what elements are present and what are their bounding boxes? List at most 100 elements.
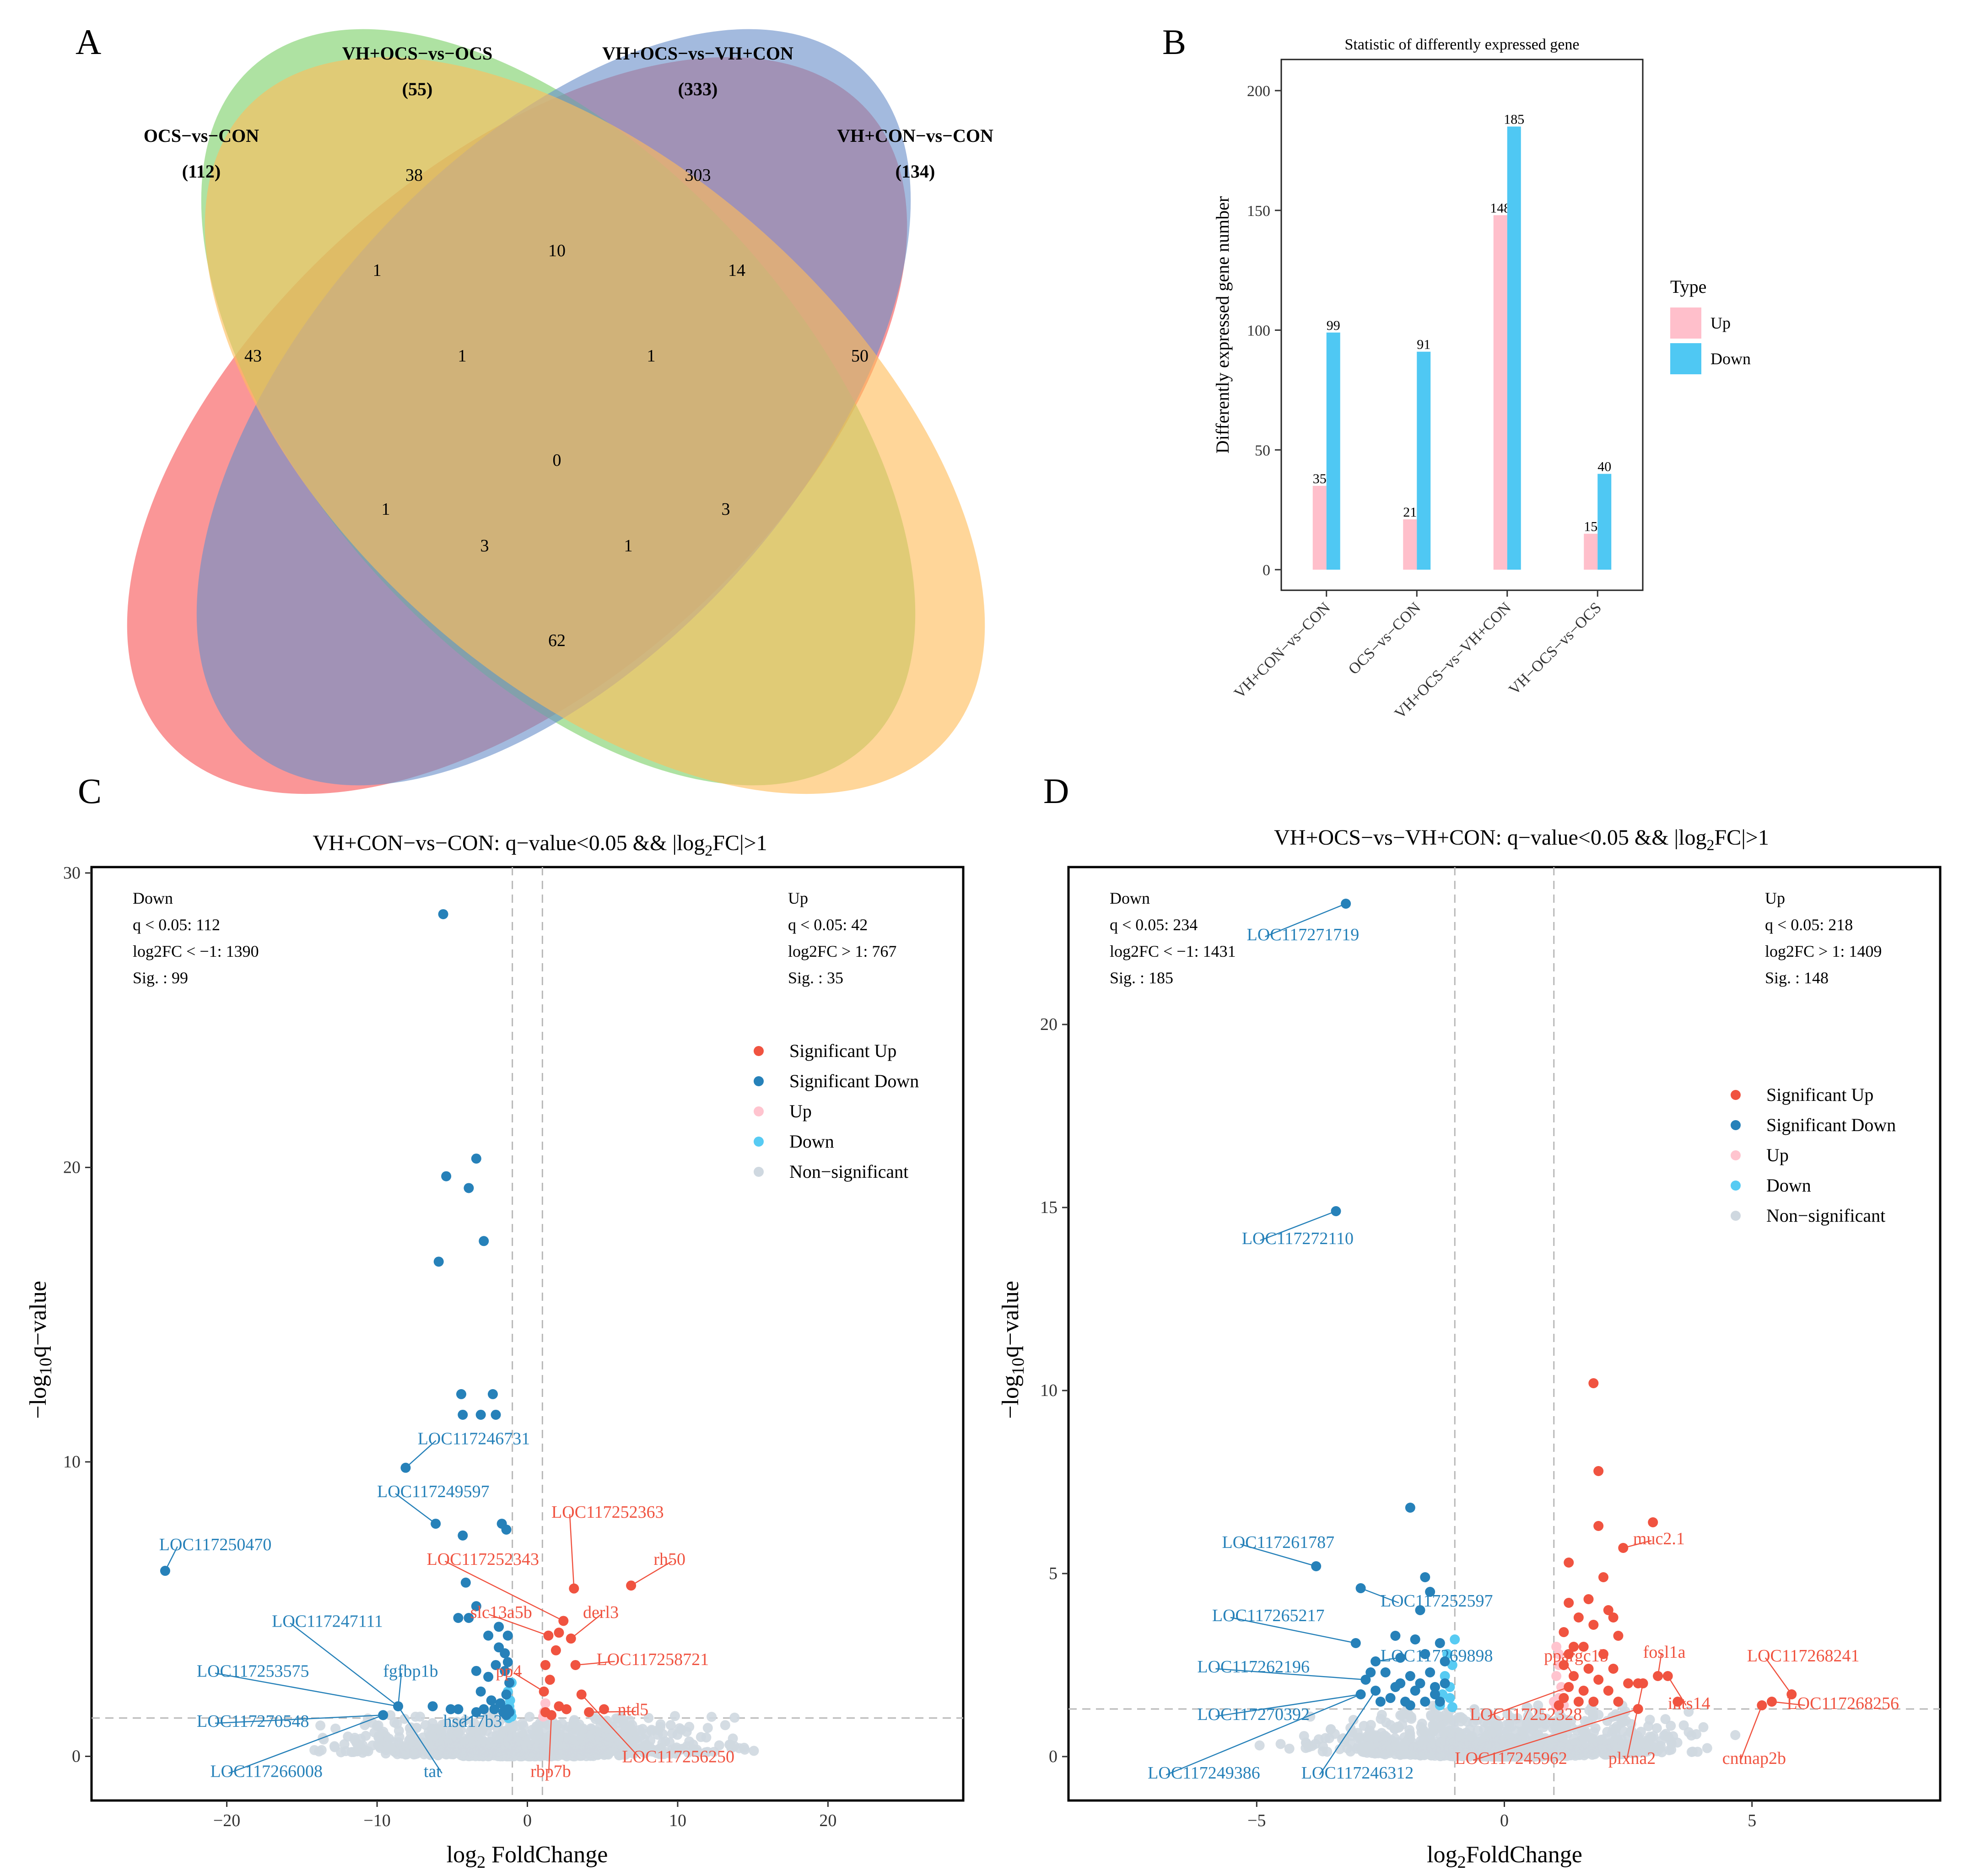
gene-label: cntnap2b <box>1722 1749 1786 1768</box>
venn-set-title-1: OCS−vs−CON <box>144 125 259 146</box>
point-significant-up <box>1564 1598 1574 1608</box>
venn-region-count: 14 <box>728 261 745 280</box>
bar-legend-up-label: Up <box>1710 314 1731 332</box>
point-non-significant <box>1541 1714 1552 1724</box>
gene-label: muc2.1 <box>1633 1529 1685 1548</box>
point-non-significant <box>628 1748 639 1759</box>
point-significant-down <box>475 1686 486 1697</box>
point-non-significant <box>676 1725 686 1735</box>
point-non-significant <box>739 1744 750 1755</box>
point-significant-down <box>1430 1682 1440 1692</box>
legend-dot-nonsig <box>1731 1211 1741 1221</box>
point-non-significant <box>1651 1723 1662 1733</box>
bar-y-tick-label: 50 <box>1255 442 1270 459</box>
venn-set-count-1: (112) <box>182 161 221 182</box>
volcano-c-legend: Significant Up Significant Down Up Down … <box>754 1040 919 1182</box>
stats-line: Up <box>788 889 808 907</box>
point-significant-down <box>483 1630 494 1641</box>
point-non-significant <box>605 1747 616 1757</box>
point-non-significant <box>613 1725 623 1736</box>
point-significant-up <box>1648 1517 1658 1527</box>
point-non-significant <box>665 1720 676 1730</box>
point-significant-down <box>445 1704 456 1714</box>
point-non-significant <box>546 1736 556 1747</box>
gene-label-leader-line <box>1667 1676 1687 1706</box>
venn-region-count: 3 <box>722 500 730 519</box>
point-significant-down <box>491 1660 501 1670</box>
volcano-d-ylabel-suffix: q−value <box>998 1281 1024 1358</box>
venn-set-title-2: VH+OCS−vs−OCS <box>342 43 492 64</box>
gene-label-leader-line <box>1657 1654 1662 1677</box>
venn-region-count: 303 <box>685 166 711 185</box>
point-non-significant <box>1503 1752 1514 1762</box>
point-non-significant <box>495 1751 506 1762</box>
point-significant-down <box>1415 1605 1425 1615</box>
gene-label: LOC117250470 <box>159 1535 272 1554</box>
point-non-significant <box>1457 1742 1467 1753</box>
point-significant-down <box>1440 1656 1450 1666</box>
point-significant-up <box>1569 1642 1579 1652</box>
bar-down <box>1507 126 1521 570</box>
point-significant-down <box>1405 1700 1415 1710</box>
point-significant-up <box>554 1701 564 1712</box>
x-tick-label: −20 <box>213 1811 240 1830</box>
legend-dot-up <box>1731 1150 1741 1160</box>
gene-label: ntd5 <box>618 1700 649 1719</box>
point-non-significant <box>1611 1721 1622 1732</box>
volcano-d-ylabel-sub: 10 <box>1009 1358 1028 1375</box>
point-non-significant <box>1508 1735 1519 1745</box>
venn-set-titles: OCS−vs−CON (112) VH+OCS−vs−OCS (55) VH+O… <box>144 43 993 182</box>
point-significant-up <box>1593 1466 1604 1476</box>
gene-label-leader-line <box>570 1614 602 1639</box>
bar-panel: B Statistic of differently expressed gen… <box>1162 22 1751 722</box>
point-significant-down <box>1410 1634 1420 1644</box>
point-non-significant <box>478 1735 488 1746</box>
gene-label-leader-line <box>1215 1693 1361 1717</box>
point-up <box>1556 1682 1566 1692</box>
bar-legend-title: Type <box>1670 276 1706 297</box>
point-non-significant <box>1381 1717 1392 1728</box>
point-up <box>1551 1642 1562 1652</box>
point-significant-down <box>504 1677 515 1688</box>
point-significant-down <box>471 1707 481 1717</box>
point-non-significant <box>410 1742 420 1752</box>
point-non-significant <box>660 1736 670 1747</box>
stats-line: q < 0.05: 218 <box>1765 916 1853 934</box>
stats-line: log2FC < −1: 1431 <box>1110 942 1236 960</box>
volcano-d-xlabel-sub: 2 <box>1457 1853 1466 1872</box>
point-significant-down <box>1390 1631 1401 1641</box>
bar-y-axis: 0 50 100 150 200 <box>1247 83 1281 579</box>
point-non-significant <box>536 1750 547 1761</box>
gene-label-leader-line <box>1562 1657 1575 1677</box>
point-non-significant <box>1445 1751 1456 1761</box>
point-non-significant <box>576 1731 587 1741</box>
point-non-significant <box>404 1735 414 1746</box>
point-non-significant <box>493 1735 504 1746</box>
gene-label: LOC117256250 <box>622 1747 734 1766</box>
gene-label-leader-line <box>461 1709 484 1724</box>
bar-y-tick-label: 200 <box>1247 83 1270 100</box>
point-non-significant <box>1588 1741 1599 1752</box>
volcano-c-ylabel-sub: 10 <box>36 1358 55 1375</box>
point-non-significant <box>309 1745 320 1755</box>
stats-line: Sig. : 185 <box>1110 969 1173 987</box>
stats-line: log2FC > 1: 1409 <box>1765 942 1882 960</box>
point-significant-up <box>1554 1700 1564 1710</box>
point-significant-up <box>1578 1686 1589 1696</box>
point-non-significant <box>696 1732 706 1742</box>
volcano-c-title: VH+CON−vs−CON: q−value<0.05 && |log2FC|>… <box>313 831 767 859</box>
point-significant-down <box>1365 1667 1376 1677</box>
point-non-significant <box>611 1713 621 1724</box>
gene-label-leader-line <box>444 1561 564 1622</box>
gene-label: tat <box>424 1762 441 1781</box>
gene-label-leader-line <box>1740 1705 1763 1761</box>
bar-plot-frame <box>1280 59 1644 591</box>
point-non-significant <box>1447 1715 1458 1725</box>
point-non-significant <box>701 1747 711 1757</box>
point-significant-down <box>1380 1667 1391 1677</box>
stats-line: Sig. : 99 <box>133 969 188 987</box>
stats-line: Sig. : 35 <box>788 969 843 987</box>
point-non-significant <box>1435 1748 1446 1758</box>
point-significant-up <box>1559 1627 1569 1637</box>
point-non-significant <box>453 1743 464 1754</box>
